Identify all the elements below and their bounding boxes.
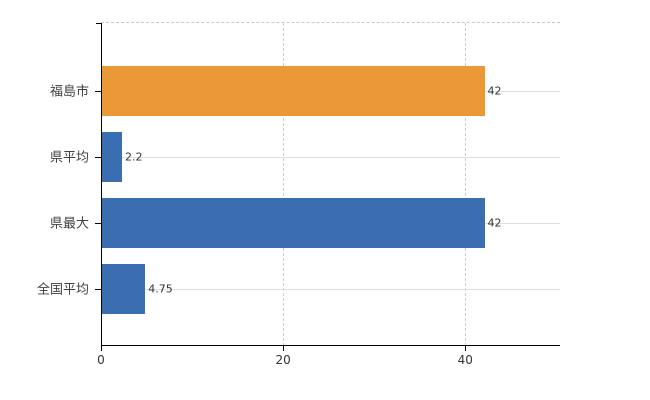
- bar-1: [102, 66, 485, 116]
- plot-area: 42 2.2 42 4.75: [95, 22, 560, 351]
- vertical-gridline: [283, 23, 285, 346]
- x-tick-label: 0: [97, 353, 105, 367]
- category-gridline: [101, 157, 560, 158]
- category-label: 県平均: [49, 150, 89, 166]
- y-axis-top-cap-tick: [96, 23, 101, 24]
- bar-value-label: 2.2: [125, 150, 143, 164]
- bar-value-label: 4.75: [148, 282, 173, 296]
- x-axis-tick: [100, 346, 102, 351]
- y-axis-line: [101, 23, 102, 346]
- bar-2: [102, 132, 123, 182]
- y-axis-tick: [95, 91, 101, 92]
- y-axis-tick: [95, 223, 101, 224]
- x-axis-line: [101, 345, 560, 346]
- x-axis-tick: [282, 346, 284, 351]
- x-tick-label: 20: [275, 353, 291, 367]
- bar-3: [102, 198, 485, 248]
- y-axis-tick: [95, 157, 101, 158]
- category-label: 全国平均: [36, 282, 89, 298]
- category-label: 県最大: [49, 216, 89, 232]
- x-tick-label: 40: [457, 353, 473, 367]
- x-axis-tick: [464, 346, 466, 351]
- y-axis-tick: [95, 289, 101, 290]
- bar-value-label: 42: [487, 84, 502, 98]
- category-gridline: [101, 289, 560, 290]
- bar-value-label: 42: [487, 216, 502, 230]
- bar-4: [102, 264, 146, 314]
- vertical-gridline: [465, 23, 467, 346]
- category-label: 福島市: [49, 84, 89, 100]
